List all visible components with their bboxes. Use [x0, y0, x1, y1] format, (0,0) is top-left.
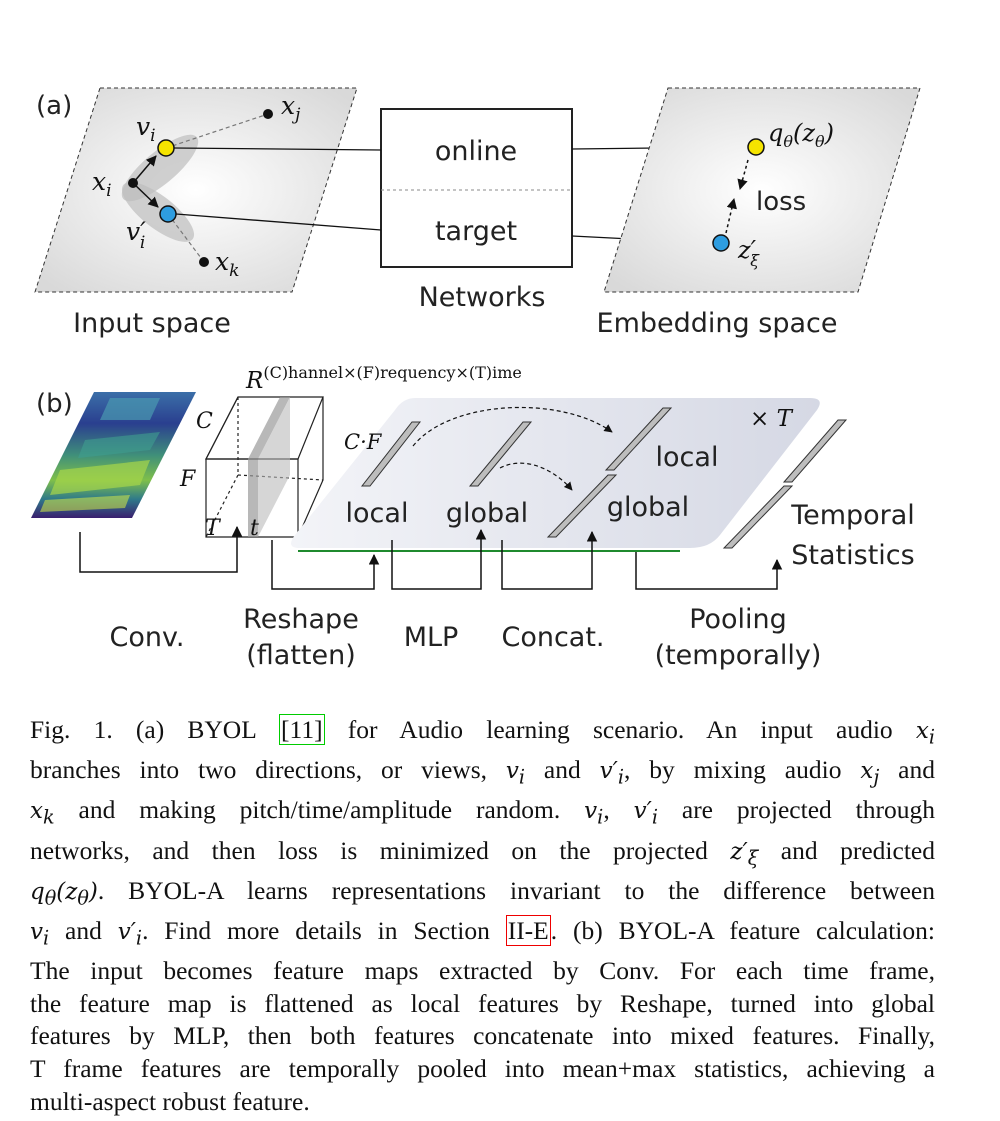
step-pooling-2: (temporally)	[655, 640, 822, 671]
label-xk: xk	[215, 247, 239, 281]
stat-vector-2	[722, 485, 794, 549]
label-T: T	[205, 516, 222, 541]
stat-vector-1	[782, 419, 848, 483]
point-xk	[199, 257, 209, 267]
panel-a-label: (a)	[36, 91, 72, 121]
figure-caption: Fig. 1. (a) BYOL [11] for Audio learning…	[30, 714, 935, 1118]
target-network-label: target	[435, 216, 517, 247]
line-vi-to-online	[173, 147, 382, 151]
step-concat: Concat.	[501, 622, 604, 653]
temporal-label-2: Statistics	[791, 540, 914, 571]
local-label-1: local	[346, 498, 409, 529]
point-xi	[128, 178, 138, 188]
caption-line-5: qθ(zθ). BYOL-A learns representations in…	[30, 875, 935, 910]
global-label-1: global	[446, 498, 528, 529]
step-pooling-1: Pooling	[689, 604, 787, 635]
arrow-xi-to-vi	[132, 155, 157, 184]
caption-line-8: the feature map is flattened as local fe…	[30, 988, 935, 1018]
line-vpi-to-target	[175, 213, 382, 231]
embedding-space-plane	[603, 87, 921, 293]
networks-label: Networks	[419, 282, 546, 313]
time-slice-top	[248, 397, 290, 459]
label-C: C	[196, 409, 213, 434]
dashed-arrow-local	[412, 406, 613, 447]
citation-link[interactable]: [11]	[279, 714, 325, 745]
point-vpi	[159, 205, 177, 223]
caption-line-7: The input becomes feature maps extracted…	[30, 956, 935, 986]
view-halo-lower	[121, 182, 195, 242]
step-reshape-2: (flatten)	[246, 640, 356, 671]
label-xi: xi	[92, 167, 112, 201]
networks-box	[380, 108, 573, 268]
label-vpi: v′i	[126, 217, 146, 253]
arrow-xi-to-vpi	[132, 182, 159, 208]
embedding-space-label: Embedding space	[597, 308, 838, 339]
point-xj	[263, 109, 273, 119]
loss-arrow-down	[737, 159, 749, 191]
local-label-2: local	[656, 442, 719, 473]
caption-line-10: T frame features are temporally pooled i…	[30, 1053, 935, 1083]
figure-1: (a) xj vi xi v′i xk Input space online t…	[31, 87, 921, 671]
step-mlp: MLP	[404, 622, 459, 653]
point-q	[747, 138, 765, 156]
point-z	[712, 234, 730, 252]
global-label-2: global	[607, 492, 689, 523]
dashed-line-vpi-xk	[167, 213, 205, 263]
step-arrows	[79, 525, 783, 590]
input-space-plane	[34, 87, 358, 293]
caption-line-6: vi and v′i. Find more details in Section…	[30, 914, 935, 950]
label-xj: xj	[281, 91, 301, 125]
dashed-arrow-global	[499, 462, 573, 491]
label-R: R(C)hannel×(F)requency×(T)ime	[245, 363, 522, 394]
panel-b-label: (b)	[36, 389, 73, 419]
step-conv: Conv.	[110, 622, 185, 653]
section-link[interactable]: II-E	[505, 914, 551, 946]
global-vector-2	[546, 474, 618, 538]
label-F: F	[179, 467, 196, 492]
loss-label: loss	[756, 187, 806, 217]
step-reshape-1: Reshape	[243, 604, 359, 635]
caption-line-11: multi-aspect robust feature.	[30, 1086, 310, 1116]
dashed-line-vi-xj	[165, 113, 269, 149]
label-q: qθ(zθ)	[768, 119, 834, 151]
point-vi	[157, 139, 175, 157]
caption-line-3: xk and making pitch/time/amplitude rando…	[30, 795, 936, 829]
time-slice	[248, 459, 258, 537]
caption-line-9: features by MLP, then both features conc…	[30, 1021, 935, 1051]
caption-line-2: branches into two directions, or views, …	[30, 755, 935, 789]
label-vi: vi	[136, 112, 156, 146]
caption-line-4: networks, and then loss is minimized on …	[30, 835, 935, 870]
caption-line-1: Fig. 1. (a) BYOL [11] for Audio learning…	[30, 714, 935, 749]
temporal-label-1: Temporal	[790, 500, 915, 531]
label-z: z′ξ	[737, 236, 760, 270]
time-slice-side	[258, 397, 290, 537]
local-vector-2	[604, 407, 673, 471]
input-space-label: Input space	[73, 308, 231, 339]
label-CF: C·F	[344, 430, 383, 454]
spectrogram	[31, 392, 196, 518]
label-xT: × T	[750, 406, 794, 432]
online-network-label: online	[435, 136, 517, 167]
local-vector-1	[360, 421, 422, 487]
label-t: t	[250, 516, 259, 541]
global-vector-1	[468, 421, 533, 487]
